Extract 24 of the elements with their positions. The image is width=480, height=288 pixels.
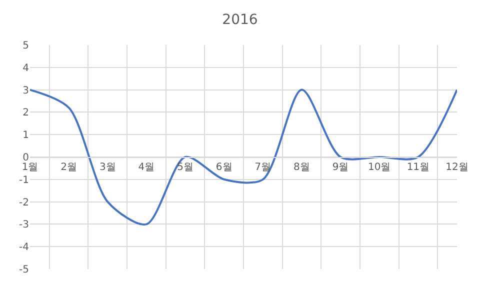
y-tick-label: 3 — [22, 85, 29, 96]
x-tick-label: 1월 — [22, 162, 38, 173]
y-tick-label: 0 — [22, 152, 29, 164]
y-tick-label: 1 — [22, 130, 29, 142]
x-tick-label: 7월 — [254, 162, 272, 173]
y-tick-label: 4 — [22, 62, 29, 74]
y-tick-label: -1 — [19, 174, 29, 186]
x-tick-label: 11월 — [406, 162, 430, 173]
x-tick-label: 4월 — [138, 162, 155, 173]
y-tick-label: 2 — [22, 108, 29, 119]
y-tick-label: -2 — [19, 197, 29, 208]
y-tick-label: -4 — [19, 242, 29, 254]
x-tick-label: 2월 — [60, 162, 78, 173]
chart-title: 2016 — [222, 12, 258, 28]
x-tick-label: 10월 — [368, 162, 391, 173]
x-tick-label: 8월 — [294, 162, 310, 173]
y-tick-label: -5 — [19, 264, 29, 276]
x-tick-label: 6월 — [216, 162, 232, 173]
x-tick-label: 12월 — [446, 162, 468, 173]
x-tick-label: 3월 — [99, 162, 116, 173]
y-tick-label: -3 — [19, 220, 29, 231]
y-tick-label: 5 — [22, 40, 29, 52]
x-tick-label: 9월 — [332, 162, 349, 173]
x-tick-label: 5월 — [177, 162, 194, 173]
